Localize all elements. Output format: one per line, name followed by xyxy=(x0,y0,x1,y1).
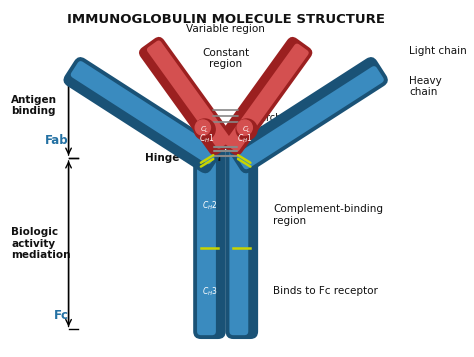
Text: IMMUNOGLOBULIN MOLECULE STRUCTURE: IMMUNOGLOBULIN MOLECULE STRUCTURE xyxy=(67,13,385,26)
Text: $C_H1$: $C_H1$ xyxy=(237,133,253,145)
Text: Interchain
disulfide
bonds: Interchain disulfide bonds xyxy=(246,113,296,146)
FancyBboxPatch shape xyxy=(193,146,226,339)
Text: Constant
region: Constant region xyxy=(202,47,249,69)
Text: Fc: Fc xyxy=(54,309,69,322)
FancyBboxPatch shape xyxy=(226,146,258,339)
Text: Binds to Fc receptor: Binds to Fc receptor xyxy=(273,286,378,296)
Text: $C_H2$: $C_H2$ xyxy=(201,200,217,212)
Text: $C_H3$: $C_H3$ xyxy=(201,285,218,298)
Circle shape xyxy=(236,119,257,140)
Text: Biologic
activity
mediation: Biologic activity mediation xyxy=(11,227,71,260)
FancyBboxPatch shape xyxy=(197,150,216,335)
FancyBboxPatch shape xyxy=(217,37,312,155)
Circle shape xyxy=(194,119,215,140)
Circle shape xyxy=(195,120,210,135)
FancyBboxPatch shape xyxy=(229,150,248,335)
FancyBboxPatch shape xyxy=(64,57,222,174)
FancyBboxPatch shape xyxy=(71,61,218,164)
Text: Variable region: Variable region xyxy=(186,24,265,34)
FancyBboxPatch shape xyxy=(237,66,384,169)
Text: Hinge region: Hinge region xyxy=(145,153,221,163)
Text: Light chain: Light chain xyxy=(410,46,467,56)
Text: Antigen
binding: Antigen binding xyxy=(11,95,57,116)
Text: $C_H1$: $C_H1$ xyxy=(199,133,214,145)
Text: $C_L$: $C_L$ xyxy=(242,124,251,135)
Text: $C_L$: $C_L$ xyxy=(200,124,210,135)
FancyBboxPatch shape xyxy=(225,44,309,152)
Circle shape xyxy=(237,120,252,135)
Text: Complement-binding
region: Complement-binding region xyxy=(273,204,383,226)
Text: Fab: Fab xyxy=(45,134,69,147)
FancyBboxPatch shape xyxy=(229,57,388,174)
FancyBboxPatch shape xyxy=(147,40,231,149)
FancyBboxPatch shape xyxy=(139,37,234,155)
Text: Heavy
chain: Heavy chain xyxy=(410,76,442,97)
